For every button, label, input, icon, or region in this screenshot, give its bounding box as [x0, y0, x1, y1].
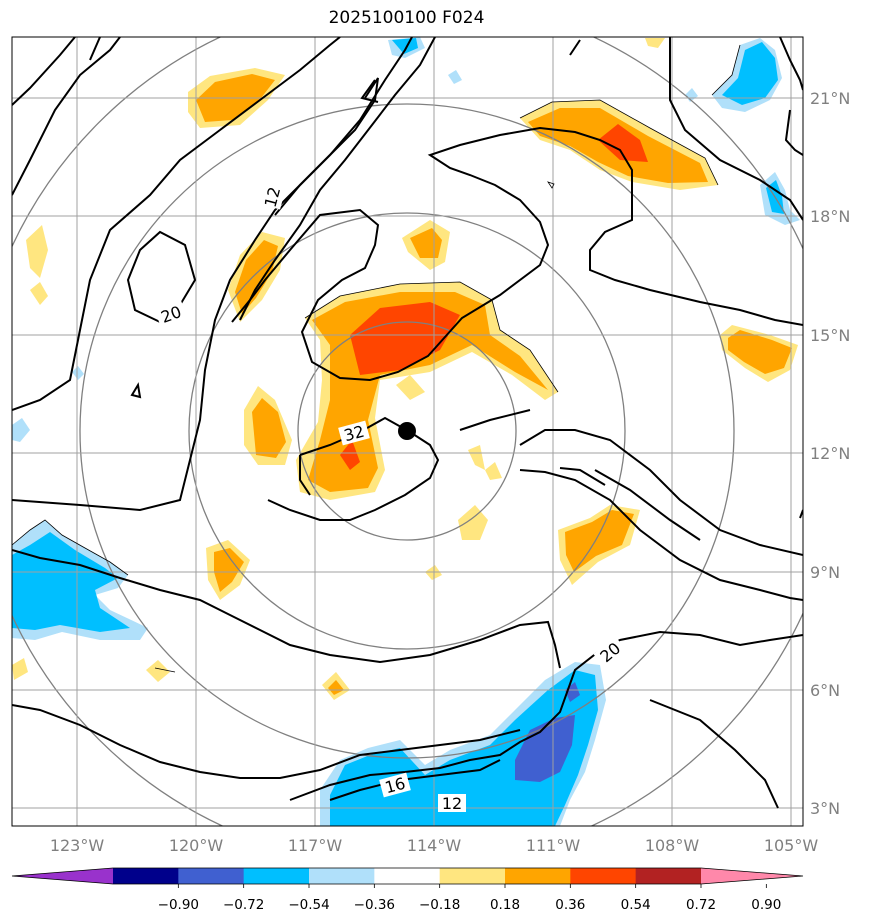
- lon-tick-label: 114°W: [407, 836, 462, 855]
- lon-tick-label: 120°W: [169, 836, 224, 855]
- map-title: 2025100100 F024: [328, 8, 485, 28]
- colorbar-swatch: [243, 868, 310, 884]
- lat-tick-label: 3°N: [810, 799, 840, 818]
- lat-tick-label: 12°N: [810, 444, 850, 463]
- contour-label: 12: [442, 794, 462, 813]
- storm-center-marker: [398, 422, 416, 440]
- colorbar-swatch: [178, 868, 245, 884]
- lat-tick-label: 9°N: [810, 563, 840, 582]
- colorbar-tick-label: 0.54: [621, 897, 651, 913]
- colorbar-tick-label: 0.18: [490, 897, 520, 913]
- colorbar-tick-label: −0.18: [419, 897, 460, 913]
- map-plot-area: [12, 37, 803, 826]
- range-rings: [12, 37, 803, 826]
- colorbar-swatch: [309, 868, 375, 884]
- contour-label: 12: [261, 185, 285, 210]
- map-frame: [11, 36, 804, 827]
- colorbar-extend-low: [12, 868, 113, 884]
- lon-tick-label: 111°W: [526, 836, 581, 855]
- shading-outlines: [12, 44, 741, 673]
- contour-label-group: 12 20 32 20 16 12: [154, 184, 627, 813]
- colorbar-tick-label: −0.36: [354, 897, 395, 913]
- colorbar-tick-label: 0.72: [686, 897, 716, 913]
- colorbar-swatch: [635, 868, 702, 884]
- colorbar-tick-label: 0.90: [751, 897, 781, 913]
- colorbar-tick-label: 0.36: [555, 897, 585, 913]
- colorbar-swatch: [374, 868, 441, 884]
- contour-label: 32: [342, 422, 367, 446]
- lat-tick-label: 15°N: [810, 326, 850, 345]
- colorbar-swatch: [570, 868, 637, 884]
- lon-tick-label: 108°W: [645, 836, 700, 855]
- lat-axis: 21°N 18°N 15°N 12°N 9°N 6°N 3°N: [810, 89, 850, 818]
- contour-label: 16: [383, 774, 408, 798]
- lon-axis: 123°W 120°W 117°W 114°W 111°W 108°W 105°…: [50, 836, 819, 855]
- colorbar-swatch: [439, 868, 506, 884]
- colorbar-tick-label: −0.72: [223, 897, 264, 913]
- colorbar: −0.90 −0.72 −0.54 −0.36 −0.18 0.18 0.36 0.54 0.7…: [11, 867, 804, 913]
- lat-tick-label: 21°N: [810, 89, 850, 108]
- colorbar-swatch: [505, 868, 571, 884]
- colorbar-tick-label: −0.54: [288, 897, 329, 913]
- lat-tick-label: 18°N: [810, 207, 850, 226]
- lat-tick-label: 6°N: [810, 681, 840, 700]
- colorbar-extend-high: [701, 868, 803, 884]
- graticule: [12, 37, 803, 826]
- colorbar-tick-label: −0.90: [158, 897, 199, 913]
- lon-tick-label: 117°W: [288, 836, 343, 855]
- lon-tick-label: 105°W: [764, 836, 819, 855]
- colorbar-swatch: [113, 868, 179, 884]
- lon-tick-label: 123°W: [50, 836, 105, 855]
